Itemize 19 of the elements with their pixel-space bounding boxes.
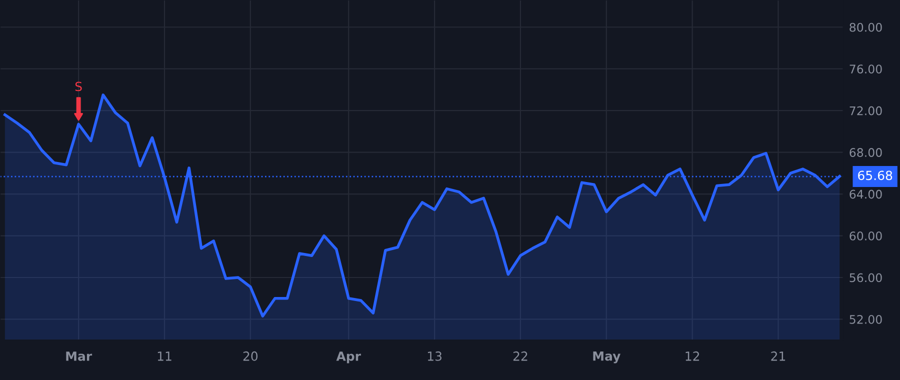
x-tick-label: 13 (428, 351, 442, 361)
annotation: S (75, 82, 82, 92)
x-tick-label: Apr (336, 352, 361, 364)
y-tick-label: 60.00 (850, 232, 882, 240)
x-tick-label: 21 (771, 351, 786, 361)
x-tick-label: 12 (686, 351, 700, 361)
x-tick-label: 22 (513, 351, 528, 361)
x-tick-label: Mar (66, 352, 92, 361)
x-tick-label: 20 (243, 351, 258, 361)
y-tick-label: 52.00 (850, 314, 882, 324)
x-tick-label: May (593, 352, 620, 364)
ref-line-label: 65.68 (858, 170, 892, 180)
x-tick-label: 11 (158, 352, 172, 361)
y-tick-label: 68.00 (850, 148, 882, 157)
y-tick-label: 72.00 (850, 106, 882, 116)
y-tick-label: 76.00 (850, 64, 882, 74)
y-tick-label: 56.00 (850, 273, 882, 282)
y-tick-label: 80.00 (850, 22, 882, 32)
y-tick-label: 64.00 (850, 190, 882, 199)
